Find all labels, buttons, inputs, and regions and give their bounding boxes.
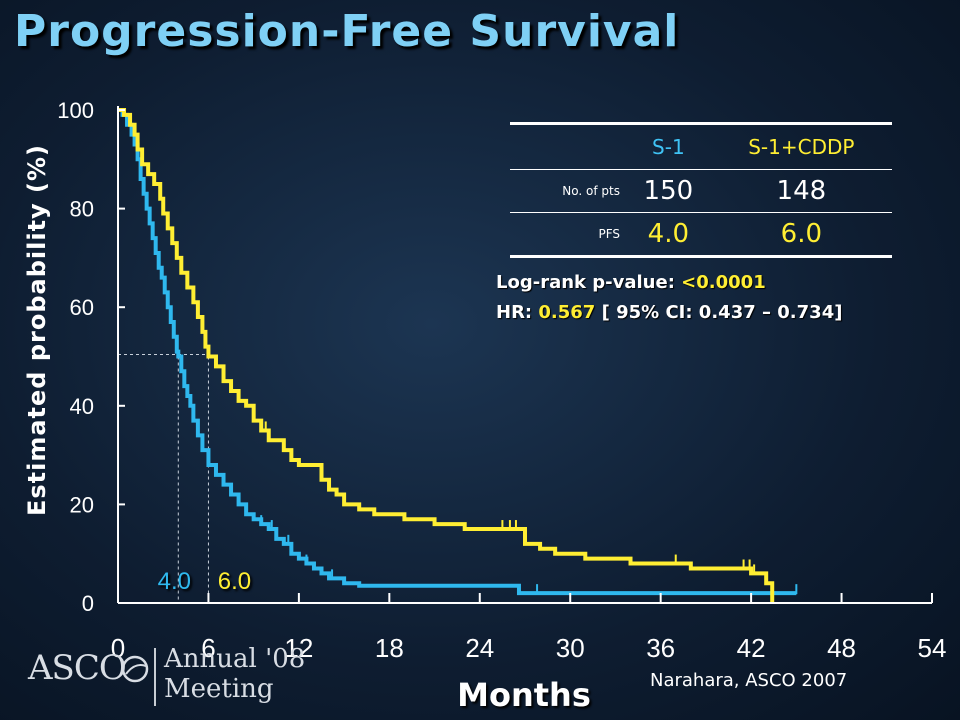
table-arm1-header: S-1	[652, 135, 685, 159]
series-group	[118, 108, 798, 603]
table-row-pfs: PFS 4.0 6.0	[510, 212, 892, 257]
hr-ci: [ 95% CI: 0.437 – 0.734]	[595, 302, 843, 323]
logrank-value: <0.0001	[681, 272, 766, 293]
table-header-row: S-1 S-1+CDDP	[510, 123, 892, 170]
asco-logo: ASCO Annual '08 Meeting	[28, 640, 318, 716]
x-tick-label: 6	[201, 633, 215, 663]
x-tick-label: 30	[556, 633, 585, 663]
asco-brand-text: ASCO	[28, 648, 127, 688]
logrank-label: Log-rank p-value:	[496, 272, 682, 293]
x-tick-label: 18	[375, 633, 404, 663]
y-tick-label: 40	[70, 394, 94, 419]
logrank-line: Log-rank p-value: <0.0001	[496, 272, 766, 293]
x-tick-label: 36	[646, 633, 675, 663]
y-tick-label: 60	[70, 295, 94, 320]
x-tick-label: 48	[827, 633, 856, 663]
hr-label: HR:	[496, 302, 539, 323]
summary-table: S-1 S-1+CDDP No. of pts 150 148 PFS 4.0 …	[510, 122, 892, 258]
logo-line-1: Annual '08	[164, 644, 306, 674]
citation: Narahara, ASCO 2007	[650, 670, 848, 691]
x-axis-label: Months	[457, 676, 591, 714]
axes	[117, 106, 933, 604]
slide-title: Progression-Free Survival	[14, 6, 680, 57]
y-tick-label: 0	[82, 591, 94, 616]
hr-value: 0.567	[538, 302, 596, 323]
logo-separator	[154, 648, 156, 706]
table-row-pts: No. of pts 150 148	[510, 169, 892, 213]
table-corner	[510, 124, 626, 170]
table-pts-arm1: 150	[643, 176, 694, 206]
y-axis-label: Estimated probability (%)	[23, 144, 51, 516]
x-tick-label: 12	[284, 633, 313, 663]
table-pts-label: No. of pts	[562, 184, 620, 198]
y-tick-label: 100	[57, 98, 94, 123]
table-arm2-header: S-1+CDDP	[748, 135, 855, 159]
table-pfs-arm2: 6.0	[780, 219, 823, 249]
x-tick-label: 24	[465, 633, 494, 663]
x-tick-label: 0	[111, 633, 125, 663]
table-pfs-arm1: 4.0	[647, 219, 690, 249]
median-label: 4.0	[158, 568, 191, 595]
axis-labels: 0 20 40 60 80 100 0 6 12 18 24 30 36 42 48 54 Months 4.0 6…	[57, 98, 946, 714]
table-pts-arm2: 148	[776, 176, 827, 206]
globe-swirl-icon	[121, 655, 149, 683]
y-tick-label: 80	[70, 197, 94, 222]
x-tick-label: 54	[918, 633, 947, 663]
table-pfs-label: PFS	[598, 227, 620, 241]
median-guides	[118, 354, 209, 603]
hazard-ratio-line: HR: 0.567 [ 95% CI: 0.437 – 0.734]	[496, 302, 842, 323]
x-tick-label: 42	[737, 633, 766, 663]
y-tick-label: 20	[70, 492, 94, 517]
series-line-s-1	[118, 108, 797, 596]
series-line-s-1-cddp	[118, 108, 775, 603]
median-label: 6.0	[218, 568, 251, 595]
logo-line-2: Meeting	[164, 674, 274, 704]
y-axis-label-group: Estimated probability (%)	[23, 144, 51, 516]
